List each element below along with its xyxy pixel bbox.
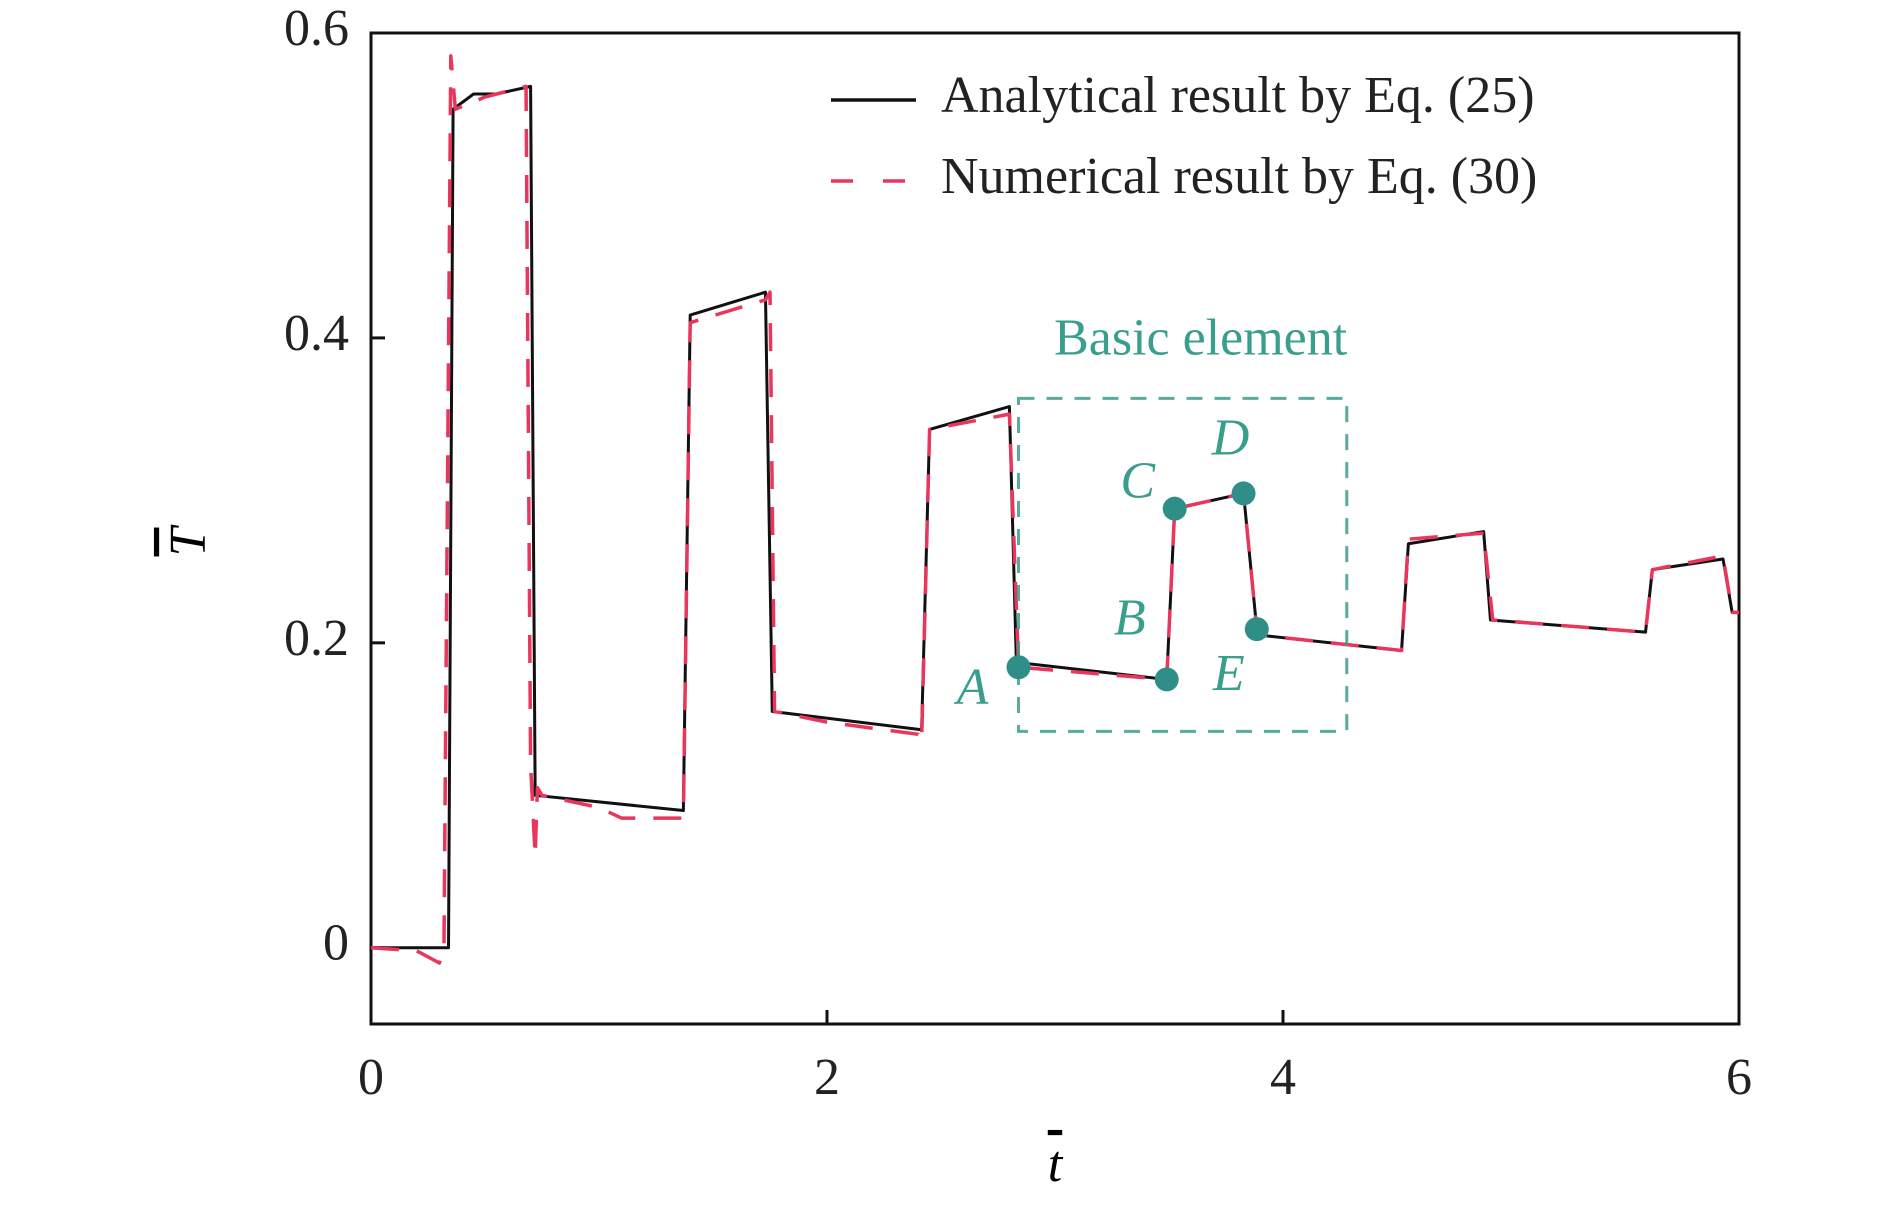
- x-axis-label: t: [1048, 1136, 1064, 1193]
- y-tick-label: 0.6: [284, 0, 349, 57]
- x-tick-label: 6: [1726, 1049, 1752, 1106]
- annotation-point-label: C: [1120, 453, 1156, 510]
- annotation-title: Basic element: [1054, 309, 1348, 366]
- x-tick-label: 0: [358, 1049, 384, 1106]
- x-tick-label: 4: [1270, 1049, 1296, 1106]
- y-axis-label: T: [160, 524, 217, 556]
- y-tick-label: 0.4: [284, 305, 349, 362]
- annotation-point: [1244, 617, 1269, 642]
- annotation-point: [1154, 667, 1179, 692]
- annotation-point: [1231, 481, 1256, 506]
- annotation-point-label: E: [1212, 645, 1245, 702]
- y-tick-label: 0.2: [284, 610, 349, 667]
- annotation-point-label: B: [1114, 589, 1146, 646]
- annotation-point-label: A: [954, 659, 989, 716]
- annotation-point-label: D: [1211, 409, 1250, 466]
- series-line: [370, 54, 1739, 965]
- plot-frame: [369, 31, 1741, 1026]
- annotation-point: [1162, 496, 1187, 521]
- y-tick-label: 0: [323, 915, 349, 972]
- legend-label: Numerical result by Eq. (30): [941, 148, 1537, 205]
- annotation-point: [1006, 655, 1031, 680]
- x-tick-label: 2: [814, 1049, 840, 1106]
- annotation-box: [1017, 396, 1349, 733]
- legend-label: Analytical result by Eq. (25): [941, 67, 1535, 124]
- series-line: [371, 84, 1739, 950]
